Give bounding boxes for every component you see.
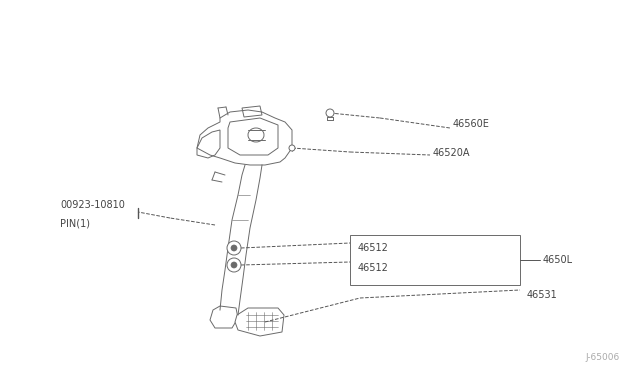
Circle shape [289,145,295,151]
Text: 46512: 46512 [358,263,389,273]
Bar [350,235,520,285]
Circle shape [326,109,334,117]
Polygon shape [210,306,238,328]
Text: 46531: 46531 [527,290,557,300]
Text: 46560E: 46560E [453,119,490,129]
Circle shape [231,262,237,268]
Circle shape [227,258,241,272]
Circle shape [231,245,237,251]
Text: 46512: 46512 [358,243,389,253]
Polygon shape [235,308,284,336]
Circle shape [227,241,241,255]
Text: PIN(1): PIN(1) [60,218,90,228]
Text: 4650L: 4650L [543,255,573,265]
Text: J-65006: J-65006 [586,353,620,362]
Text: 00923-10810: 00923-10810 [60,200,125,210]
Text: 46520A: 46520A [433,148,470,158]
